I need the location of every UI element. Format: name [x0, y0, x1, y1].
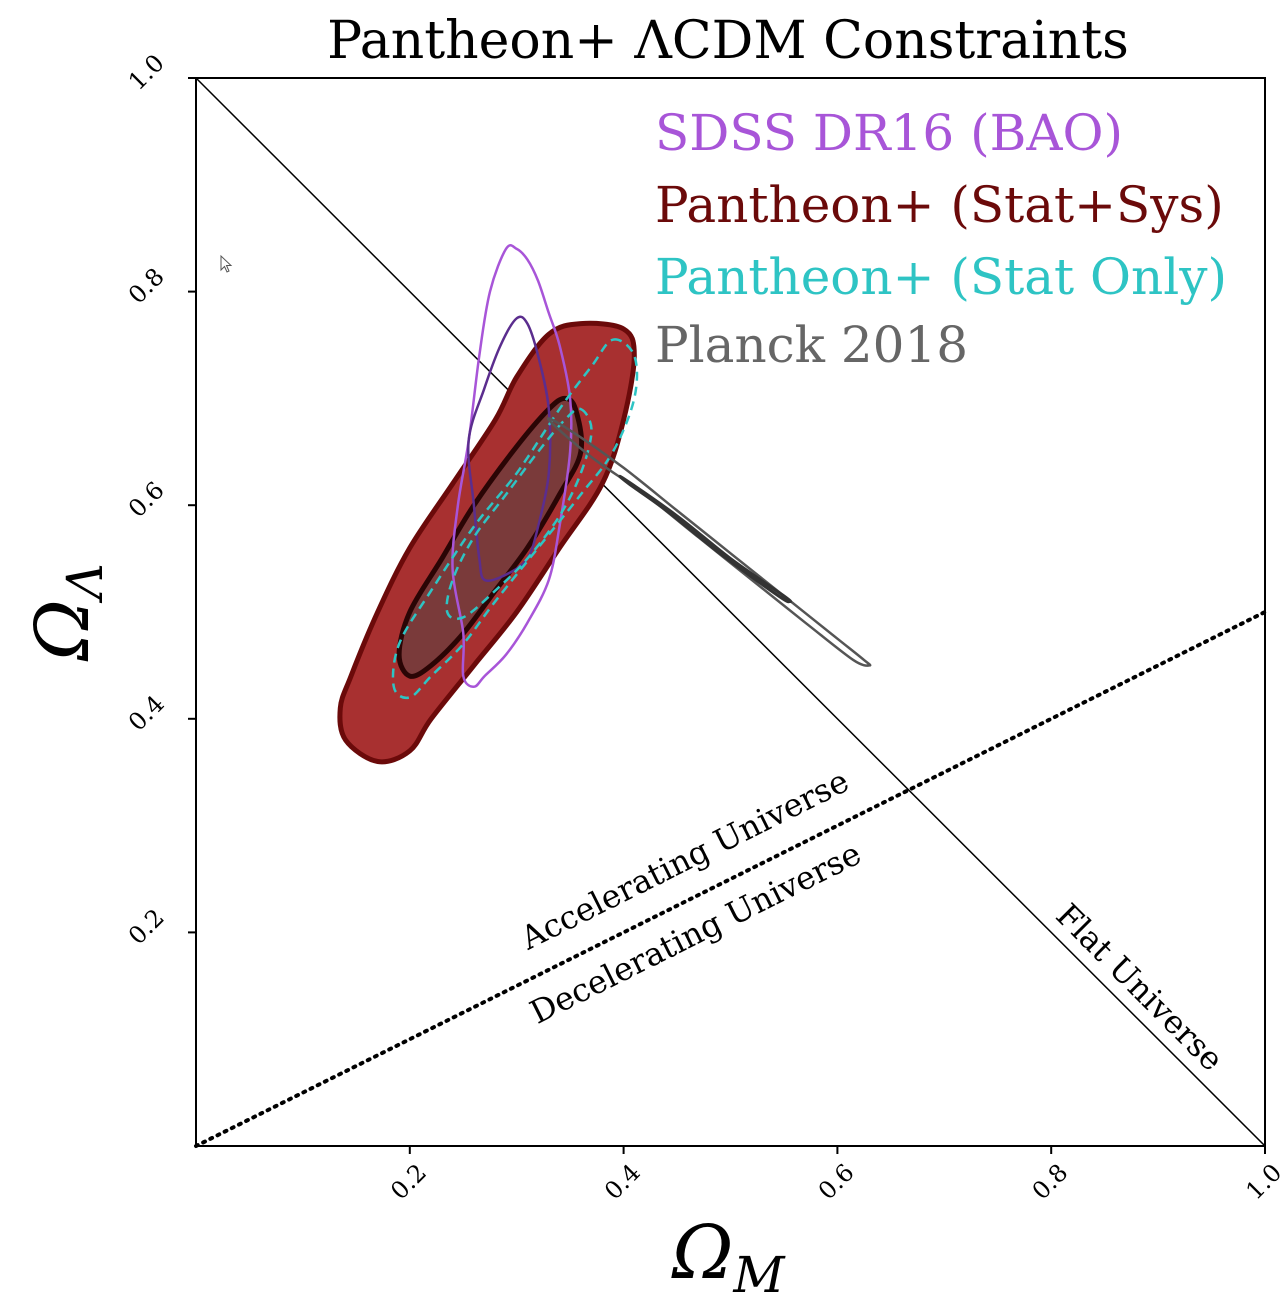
contour-pantheon-stat-only-outer	[391, 338, 639, 700]
contour-sdss-dr16-bao-inner	[467, 315, 552, 583]
x-tick-label: 1.0	[1240, 1158, 1287, 1205]
y-axis-label-group: ΩΛ	[20, 563, 114, 661]
legend-entry-sdss: SDSS DR16 (BAO)	[655, 104, 1123, 162]
y-axis-label-subscript: Λ	[56, 563, 114, 603]
y-tick-label: 0.2	[123, 903, 170, 950]
legend-entry-planck: Planck 2018	[655, 316, 968, 374]
x-tick-label: 0.2	[385, 1158, 432, 1205]
cursor-arrow-icon	[220, 254, 233, 273]
x-axis-label: ΩM	[671, 1210, 786, 1304]
y-axis-label-main: Ω	[20, 599, 106, 661]
contour-pantheon-stat-sys-inner	[396, 395, 584, 679]
chart-title: Pantheon+ ΛCDM Constraints	[327, 11, 1129, 71]
reference-line-acceleration-boundary	[194, 610, 1267, 1148]
y-axis-label: ΩΛ	[20, 563, 114, 661]
contour-planck-2018-inner	[618, 474, 793, 604]
y-tick-label: 0.4	[123, 690, 170, 737]
contour-sdss-dr16-bao-outer	[451, 244, 573, 689]
y-tick-label: 1.0	[123, 49, 170, 96]
x-tick-label: 0.4	[599, 1158, 646, 1205]
x-axis-label-main: Ω	[671, 1210, 733, 1296]
legend-entry-pantheon-stat: Pantheon+ (Stat Only)	[655, 248, 1227, 306]
plot-area	[194, 77, 1267, 1148]
flat-universe-label: Flat Universe	[1049, 896, 1231, 1078]
x-tick-label: 0.8	[1027, 1158, 1074, 1205]
x-tick-label: 0.6	[813, 1158, 860, 1205]
y-tick-label: 0.8	[123, 263, 170, 310]
flat-label-group: Flat Universe	[1049, 896, 1231, 1078]
legend: SDSS DR16 (BAO) Pantheon+ (Stat+Sys) Pan…	[655, 104, 1227, 374]
legend-entry-pantheon-statsys: Pantheon+ (Stat+Sys)	[655, 176, 1224, 234]
plot-frame	[195, 77, 1266, 1147]
reference-line-flat-universe	[195, 77, 1266, 1147]
x-axis-label-subscript: M	[732, 1246, 786, 1304]
y-tick-label: 0.6	[123, 476, 170, 523]
